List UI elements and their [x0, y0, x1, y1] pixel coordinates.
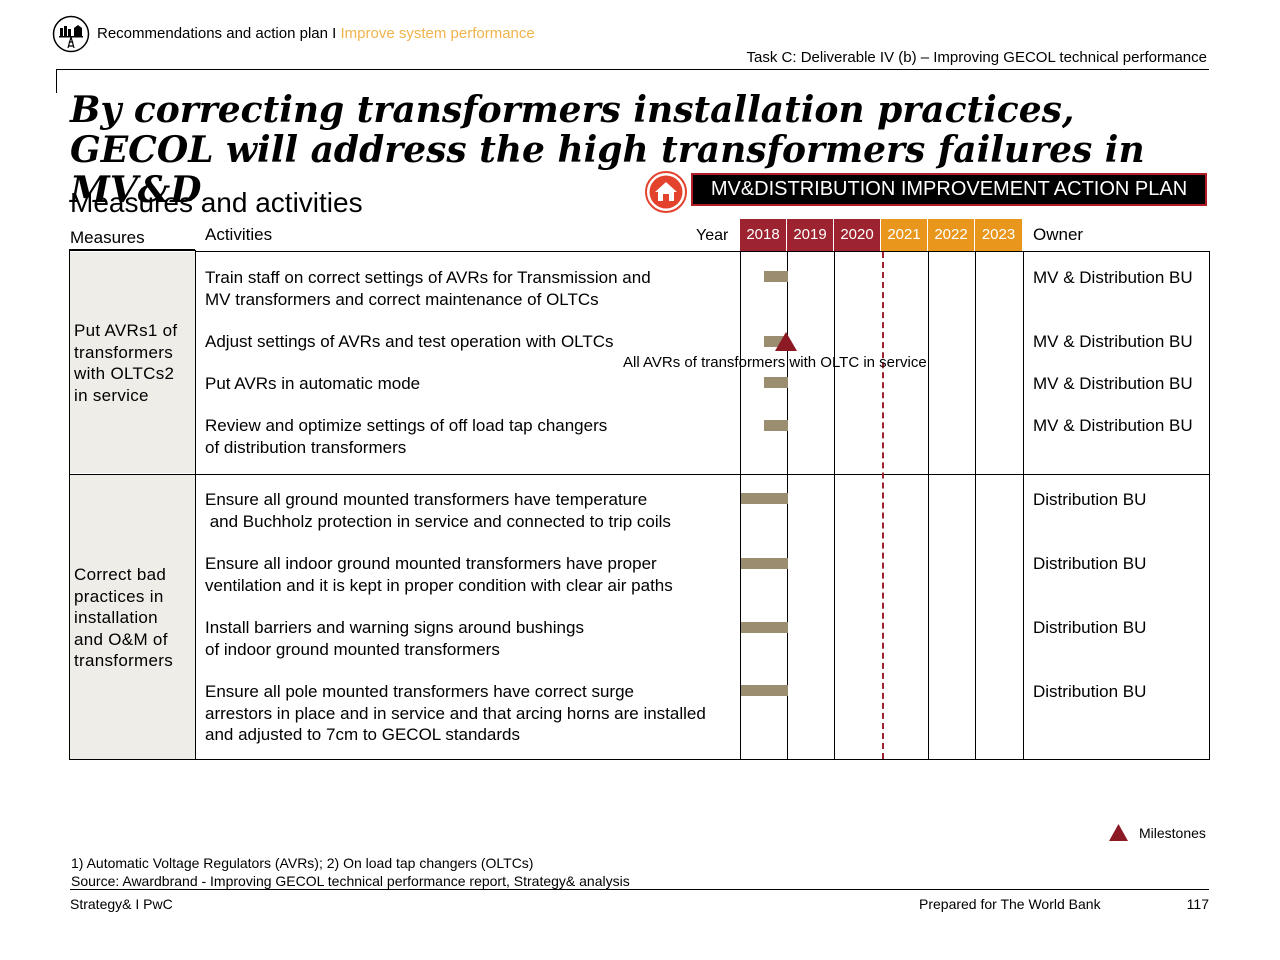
breadcrumb-highlight: Improve system performance	[340, 25, 535, 42]
measures-header: Measures	[70, 228, 145, 247]
gantt-bar	[741, 558, 788, 569]
activity-text: Review and optimize settings of off load…	[205, 416, 608, 457]
year-grid-line	[834, 251, 835, 759]
year-cell-2023: 2023	[975, 219, 1023, 251]
page-title: By correcting transformers installation …	[70, 89, 1145, 211]
page-number: 117	[1186, 896, 1209, 912]
gantt-bar	[764, 377, 788, 388]
action-plan-banner: MV&DISTRIBUTION IMPROVEMENT ACTION PLAN	[691, 173, 1207, 206]
table-top-border	[195, 251, 1210, 252]
activities-header: Activities	[205, 225, 273, 244]
measure-cell-practices	[69, 475, 195, 759]
activity-text: Adjust settings of AVRs and test operati…	[205, 332, 614, 351]
gantt-bar	[741, 685, 788, 696]
milestone-legend-icon	[1109, 824, 1128, 841]
activity-text: Ensure all indoor ground mounted transfo…	[205, 554, 673, 595]
year-header: Year	[696, 227, 729, 244]
year-grid-line	[787, 251, 788, 759]
measures-right-border	[195, 250, 196, 760]
footnote: 1) Automatic Voltage Regulators (AVRs); …	[71, 855, 630, 890]
year-cell-2022: 2022	[928, 219, 975, 251]
owner-text: Distribution BU	[1033, 554, 1147, 573]
task-label: Task C: Deliverable IV (b) – Improving G…	[746, 49, 1207, 66]
table-bottom-border	[69, 759, 1210, 760]
measure-practices-label: Correct bad practices in installation an…	[74, 565, 174, 670]
footnote-notes: 1) Automatic Voltage Regulators (AVRs); …	[71, 855, 534, 871]
footer-prepared-for: Prepared for The World Bank	[919, 896, 1101, 912]
year-cell-2020: 2020	[834, 219, 881, 251]
footer-brand: Strategy& I PwC	[70, 896, 173, 912]
milestone-dashed-line	[882, 252, 884, 759]
year-cell-2019: 2019	[787, 219, 834, 251]
breadcrumb: Recommendations and action plan I Improv…	[97, 25, 535, 42]
activity-text: Ensure all ground mounted transformers h…	[205, 490, 671, 531]
gantt-bar	[741, 493, 788, 504]
section-subtitle: Measures and activities	[70, 187, 363, 218]
owner-text: MV & Distribution BU	[1033, 374, 1193, 393]
activity-text: Install barriers and warning signs aroun…	[205, 618, 584, 659]
year-grid-line	[975, 251, 976, 759]
activity-text: Train staff on correct settings of AVRs …	[205, 268, 651, 309]
breadcrumb-main: Recommendations and action plan	[97, 25, 328, 42]
measures-top-border	[69, 249, 195, 251]
owner-text: MV & Distribution BU	[1033, 332, 1193, 351]
milestone-label: All AVRs of transformers with OLTC in se…	[623, 354, 927, 371]
owner-text: Distribution BU	[1033, 618, 1147, 637]
activity-text: Put AVRs in automatic mode	[205, 374, 421, 393]
table-left-border	[69, 250, 70, 760]
gantt-bar	[764, 420, 788, 431]
owner-text: MV & Distribution BU	[1033, 416, 1193, 435]
year-cell-2018: 2018	[740, 219, 787, 251]
measure-avr-label: Put AVRs1 of transformers with OLTCs2 in…	[74, 321, 178, 405]
header-divider	[56, 69, 1209, 70]
group-divider	[69, 474, 1210, 475]
owner-text: MV & Distribution BU	[1033, 268, 1193, 287]
activity-text: Ensure all pole mounted transformers hav…	[205, 682, 706, 744]
footnote-source: Source: Awardbrand - Improving GECOL tec…	[71, 872, 630, 889]
measure-cell-avr	[69, 252, 195, 473]
owner-text: Distribution BU	[1033, 490, 1147, 509]
year-grid-line	[928, 251, 929, 759]
gantt-bar	[764, 336, 788, 347]
header-tick	[56, 69, 57, 93]
milestone-triangle-icon	[775, 332, 797, 351]
breadcrumb-separator: I	[327, 25, 341, 42]
year-grid-line	[1023, 251, 1024, 759]
owner-text: Distribution BU	[1033, 682, 1147, 701]
gantt-bar	[764, 271, 788, 282]
year-cell-2021: 2021	[881, 219, 928, 251]
table-right-border	[1209, 251, 1210, 760]
home-icon	[645, 171, 687, 213]
year-grid-line	[740, 251, 741, 759]
gantt-bar	[741, 622, 788, 633]
company-logo-icon	[52, 15, 90, 53]
footer-divider	[70, 889, 1209, 890]
owner-header: Owner	[1033, 225, 1084, 244]
legend-milestones-label: Milestones	[1139, 825, 1206, 841]
